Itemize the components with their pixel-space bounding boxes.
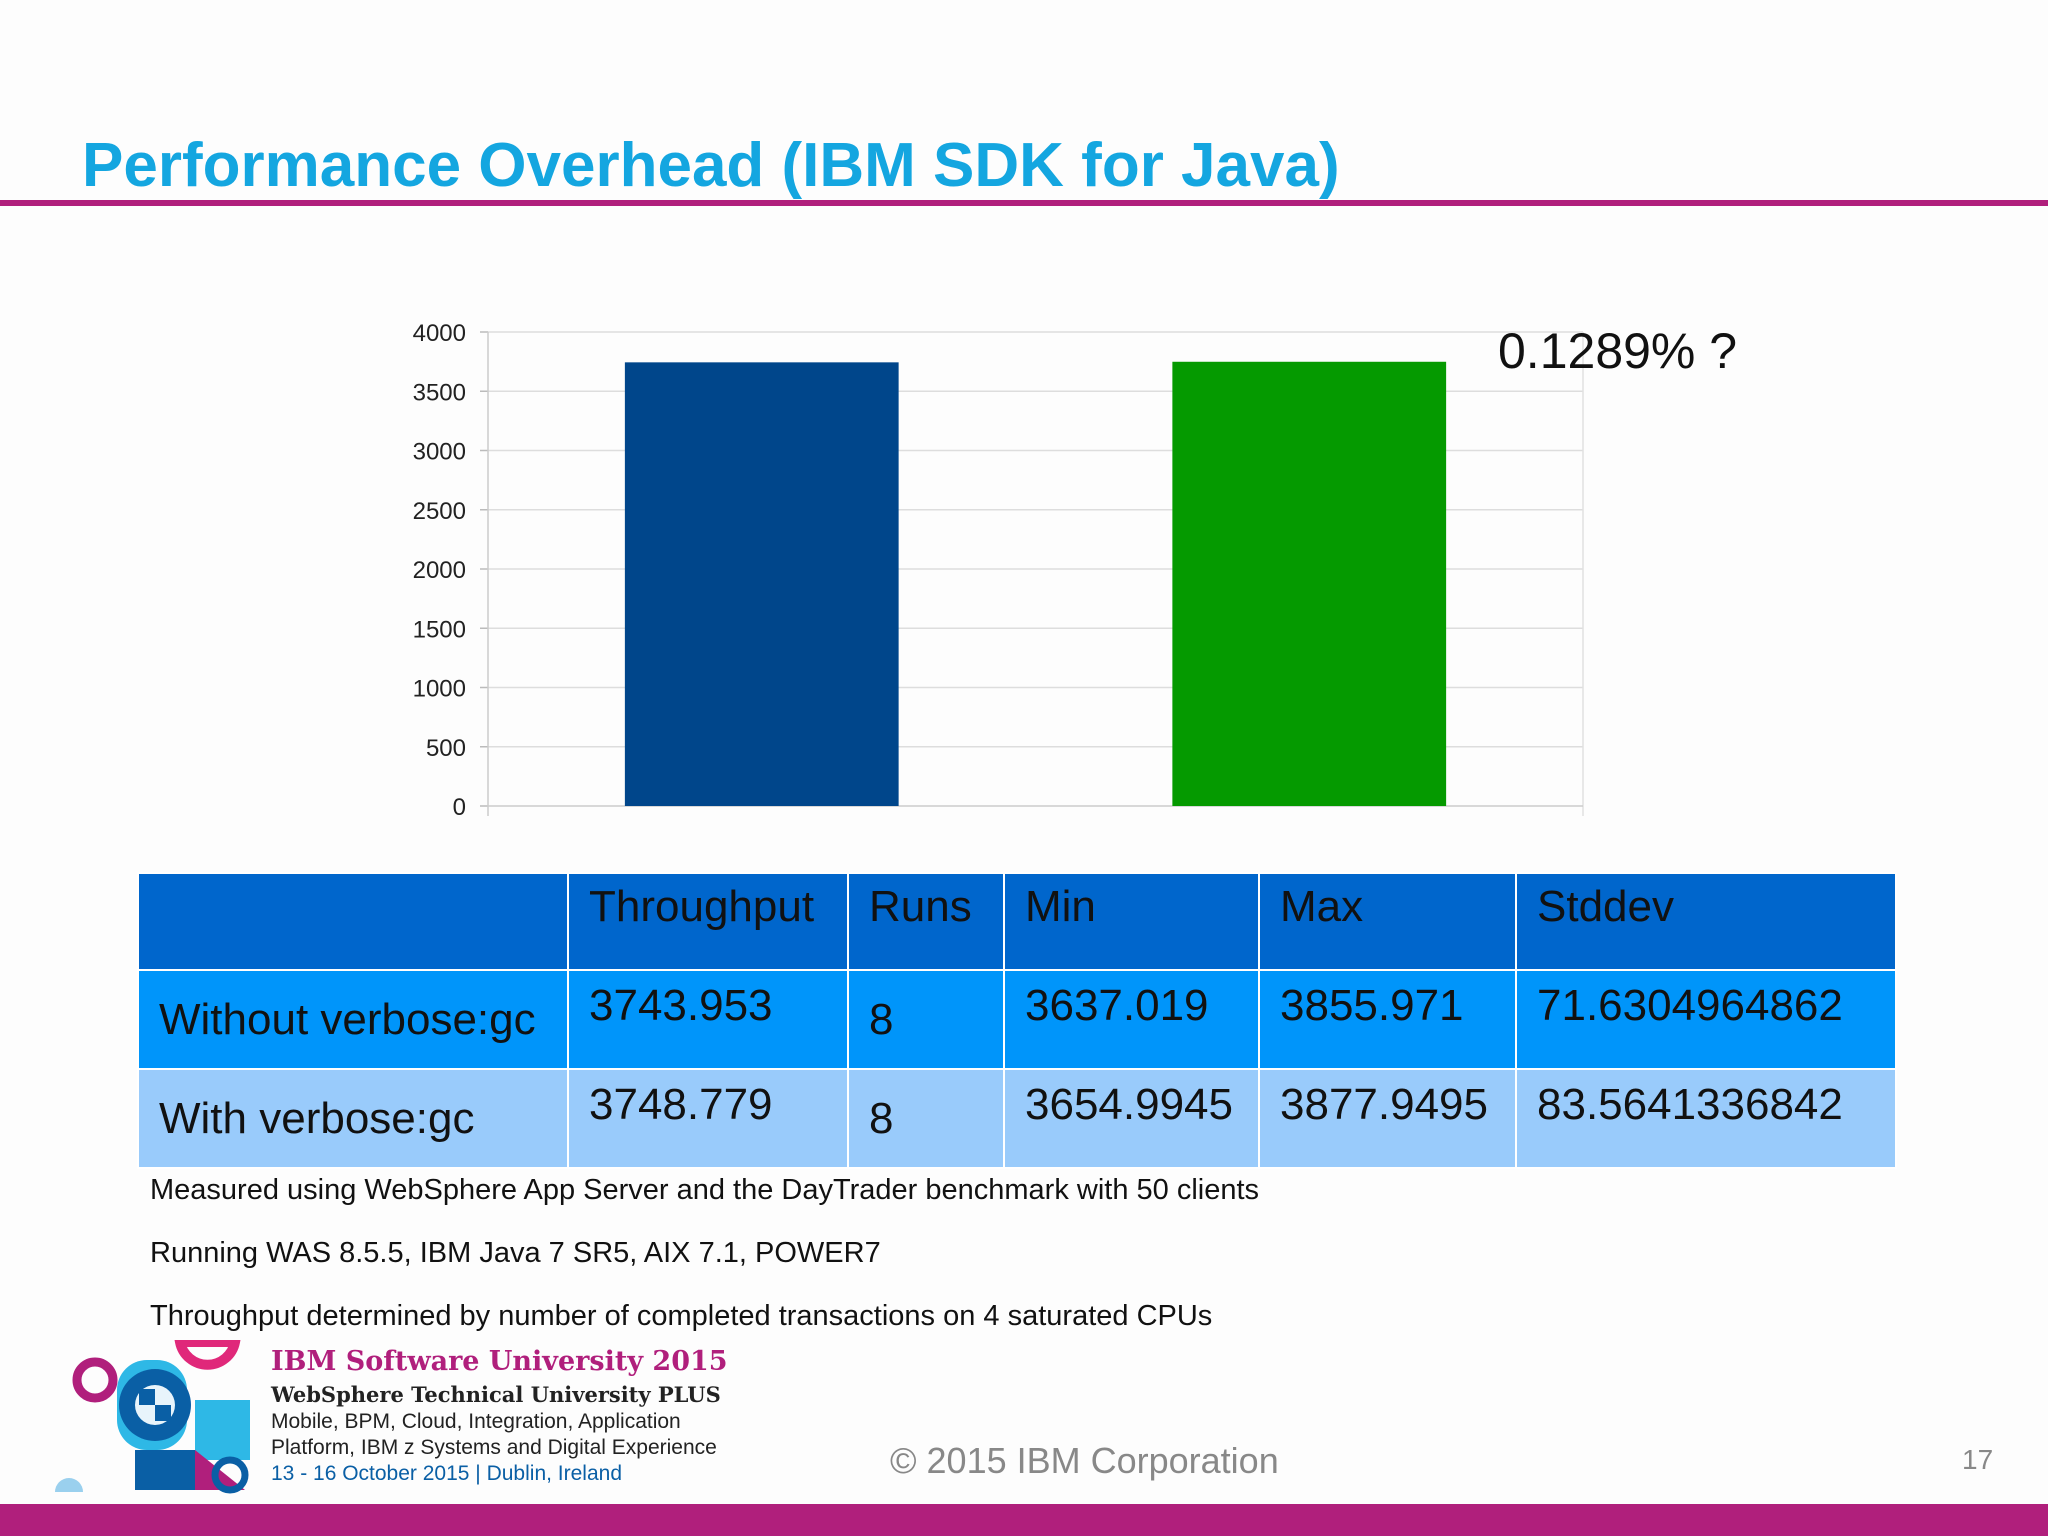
cell-throughput: 3748.779: [567, 1068, 849, 1169]
copyright: © 2015 IBM Corporation: [890, 1440, 1279, 1481]
cell-min: 3637.019: [1003, 969, 1260, 1070]
header-cell-max: Max: [1258, 872, 1517, 971]
cell-stddev: 71.6304964862: [1515, 969, 1897, 1070]
y-tick-label: 2000: [413, 557, 466, 584]
event-date: 13 - 16 October 2015 | Dublin, Ireland: [271, 1462, 623, 1485]
cell-runs: 8: [847, 1068, 1005, 1169]
table-row: With verbose:gc 3748.779 8 3654.9945 387…: [137, 1068, 1897, 1169]
header-cell-runs: Runs: [847, 872, 1005, 971]
header-cell-min: Min: [1003, 872, 1260, 971]
event-title: IBM Software University 2015: [271, 1346, 728, 1377]
cell-max: 3877.9495: [1258, 1068, 1517, 1169]
title-divider: [0, 200, 2048, 206]
y-tick-label: 2500: [413, 498, 466, 525]
slide-title: Performance Overhead (IBM SDK for Java): [82, 131, 1340, 200]
cell-throughput: 3743.953: [567, 969, 849, 1070]
note-measurement: Measured using WebSphere App Server and …: [150, 1174, 1260, 1206]
event-subtitle: WebSphere Technical University PLUS: [271, 1382, 721, 1407]
table-row: Without verbose:gc 3743.953 8 3637.019 3…: [137, 969, 1897, 1070]
y-tick-label: 3000: [413, 439, 466, 466]
cell-min: 3654.9945: [1003, 1068, 1260, 1169]
cell-stddev: 83.5641336842: [1515, 1068, 1897, 1169]
cell-max: 3855.971: [1258, 969, 1517, 1070]
header-cell-row-label: [137, 872, 569, 971]
chart-bars: [624, 361, 1447, 806]
y-tick-label: 1000: [413, 676, 466, 703]
event-description-line1: Mobile, BPM, Cloud, Integration, Applica…: [271, 1410, 681, 1433]
results-table: Throughput Runs Min Max Stddev Without v…: [137, 872, 1897, 1169]
note-environment: Running WAS 8.5.5, IBM Java 7 SR5, AIX 7…: [150, 1237, 881, 1269]
page-number: 17: [1962, 1444, 1994, 1475]
ibm-software-university-logo-icon: [55, 1340, 250, 1494]
bar-with-verbose-gc: [1172, 361, 1447, 806]
header-cell-throughput: Throughput: [567, 872, 849, 971]
header-cell-stddev: Stddev: [1515, 872, 1897, 971]
bar-without-verbose-gc: [624, 362, 899, 806]
chart-tick-labels: 0 500 1000 1500 2000 2500 3000 3500 4000: [413, 320, 466, 821]
row-label: With verbose:gc: [137, 1068, 569, 1169]
cell-runs: 8: [847, 969, 1005, 1070]
footer-bar: [0, 1504, 2048, 1536]
y-tick-label: 500: [426, 735, 466, 762]
note-throughput: Throughput determined by number of compl…: [150, 1300, 1213, 1332]
overhead-annotation: 0.1289% ?: [1498, 323, 1738, 379]
y-tick-label: 3500: [413, 379, 466, 406]
throughput-bar-chart: 0 500 1000 1500 2000 2500 3000 3500 4000: [413, 320, 1584, 821]
row-label: Without verbose:gc: [137, 969, 569, 1070]
y-tick-label: 4000: [413, 320, 466, 347]
y-tick-label: 1500: [413, 616, 466, 643]
y-tick-label: 0: [453, 794, 466, 821]
table-header-row: Throughput Runs Min Max Stddev: [137, 872, 1897, 971]
event-description-line2: Platform, IBM z Systems and Digital Expe…: [271, 1436, 717, 1459]
